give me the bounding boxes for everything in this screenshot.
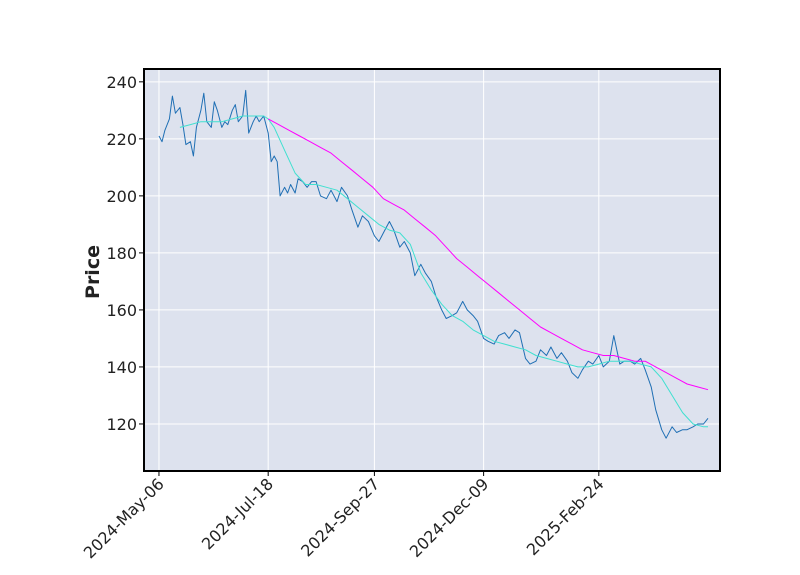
plot-frame bbox=[143, 68, 721, 472]
y-tick-label: 200 bbox=[106, 187, 137, 206]
y-axis-title: Price bbox=[82, 245, 104, 299]
x-tick-label: 2024-Dec-09 bbox=[406, 474, 493, 561]
series-layer bbox=[158, 89, 709, 439]
x-tick-label: 2024-Sep-27 bbox=[297, 474, 383, 560]
y-axis: 120 140 160 180 200 220 240 bbox=[106, 73, 144, 434]
price-line bbox=[158, 89, 709, 439]
x-tick-label: 2024-May-06 bbox=[80, 474, 168, 562]
x-tick-label: 2024-Jul-18 bbox=[198, 474, 277, 553]
y-tick-label: 120 bbox=[106, 415, 137, 434]
short-moving-average-line bbox=[179, 115, 708, 428]
grid bbox=[144, 69, 720, 471]
y-tick-label: 220 bbox=[106, 130, 137, 149]
x-tick-label: 2025-Feb-24 bbox=[523, 474, 608, 559]
y-tick-label: 160 bbox=[106, 301, 137, 320]
plot-background bbox=[144, 69, 720, 471]
y-tick-label: 180 bbox=[106, 244, 137, 263]
x-axis: 2024-May-06 2024-Jul-18 2024-Sep-27 2024-De… bbox=[80, 471, 608, 562]
y-tick-label: 140 bbox=[106, 358, 137, 377]
long-moving-average-line bbox=[267, 118, 709, 391]
y-tick-label: 240 bbox=[106, 73, 137, 92]
